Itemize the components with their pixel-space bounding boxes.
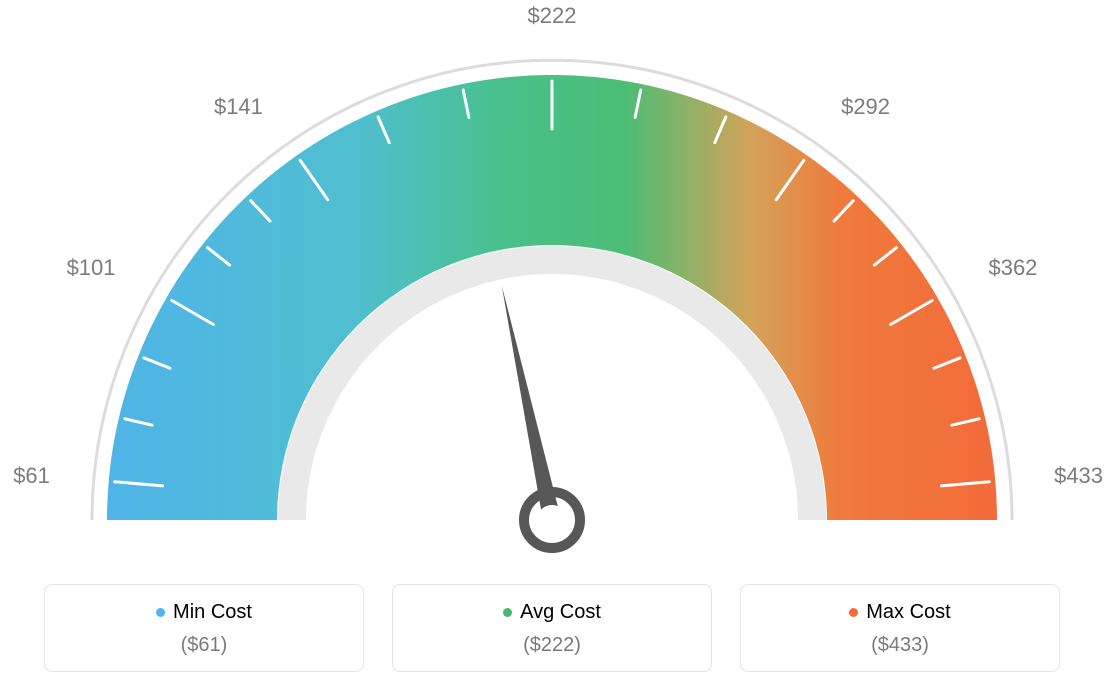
gauge-tick-label: $433 — [1054, 463, 1103, 488]
legend-title-avg: Avg Cost — [503, 601, 601, 624]
legend-max-label: Max Cost — [866, 601, 950, 624]
gauge-tick-label: $61 — [13, 463, 50, 488]
legend-avg-label: Avg Cost — [520, 601, 601, 624]
legend-title-min: Min Cost — [156, 601, 252, 624]
dot-icon — [156, 608, 165, 617]
gauge-area: $61 $101 $141 $222 $292 $362 $433 — [0, 0, 1104, 560]
gauge-tick-label: $222 — [528, 3, 577, 28]
legend-title-max: Max Cost — [849, 601, 950, 624]
legend-min-value: ($61) — [55, 634, 353, 657]
gauge-tick-label: $141 — [214, 94, 263, 119]
gauge-tick-label: $101 — [67, 255, 116, 280]
dot-icon — [503, 608, 512, 617]
gauge-cost-widget: $61 $101 $141 $222 $292 $362 $433 Min Cost ($6… — [0, 0, 1104, 690]
legend-card-min: Min Cost ($61) — [44, 584, 364, 672]
legend-min-label: Min Cost — [173, 601, 252, 624]
legend-card-max: Max Cost ($433) — [740, 584, 1060, 672]
gauge-needle — [502, 285, 561, 522]
gauge-svg: $61 $101 $141 $222 $292 $362 $433 — [0, 0, 1104, 560]
legend-avg-value: ($222) — [403, 634, 701, 657]
legend-card-avg: Avg Cost ($222) — [392, 584, 712, 672]
gauge-tick-label: $362 — [988, 255, 1037, 280]
dot-icon — [849, 608, 858, 617]
gauge-tick-label: $292 — [841, 94, 890, 119]
legend-max-value: ($433) — [751, 634, 1049, 657]
legend-row: Min Cost ($61) Avg Cost ($222) Max Cost … — [0, 584, 1104, 672]
